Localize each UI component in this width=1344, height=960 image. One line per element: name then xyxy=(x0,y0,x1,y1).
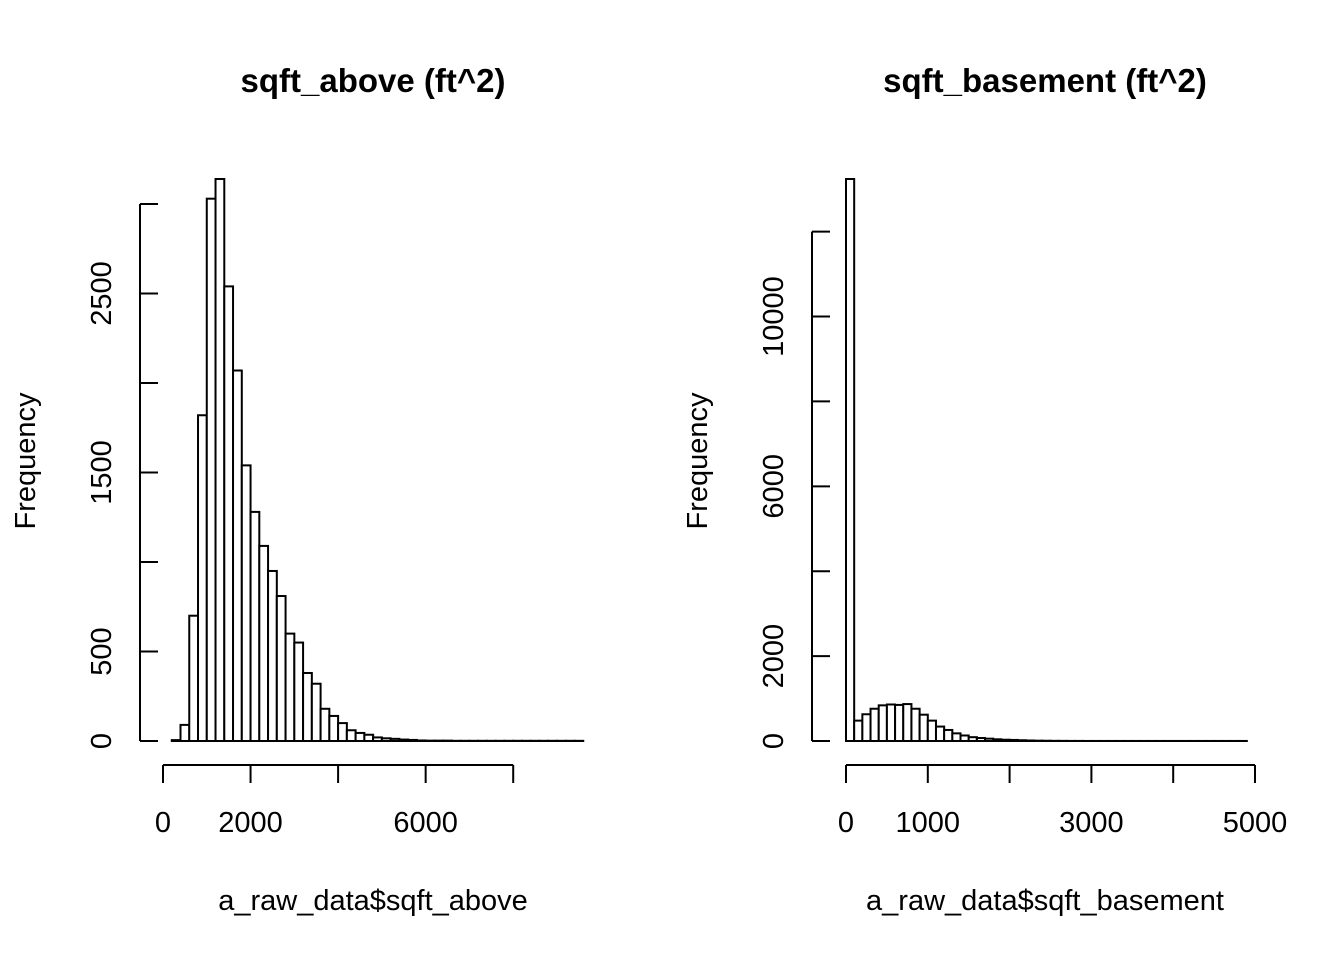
histogram-bar xyxy=(861,713,872,742)
x-tick-label: 6000 xyxy=(393,807,458,839)
histogram-bar xyxy=(1016,739,1027,743)
y-axis-label: Frequency xyxy=(682,392,714,530)
histogram-bar xyxy=(249,510,261,742)
histogram-bar xyxy=(267,569,278,742)
histogram-bar xyxy=(902,703,913,742)
histogram-bar xyxy=(354,731,366,743)
histogram-bar xyxy=(372,736,383,743)
histogram-bar xyxy=(240,464,252,742)
histogram-bar xyxy=(951,732,962,742)
histogram-bar xyxy=(337,722,348,743)
histogram-bar xyxy=(918,713,929,743)
histogram-bar xyxy=(934,725,946,743)
histogram-bar xyxy=(1024,739,1036,743)
histogram-bar xyxy=(319,707,331,743)
y-tick-label: 0 xyxy=(758,733,790,749)
histogram-bar xyxy=(284,632,296,742)
bars xyxy=(845,178,1248,743)
y-tick-label: 6000 xyxy=(758,454,790,519)
y-axis: 0 500 1500 2500 xyxy=(86,203,158,749)
y-tick-label: 10000 xyxy=(758,276,790,357)
x-axis-label: a_raw_data$sqft_basement xyxy=(866,885,1224,917)
histogram-bar xyxy=(258,544,270,742)
x-tick-label: 1000 xyxy=(896,807,961,839)
histogram-bar xyxy=(188,614,200,742)
histogram-bar xyxy=(223,285,235,742)
y-tick-label: 500 xyxy=(86,627,118,675)
histogram-bar xyxy=(197,414,208,742)
histogram-bar xyxy=(853,719,864,742)
histogram-bar xyxy=(380,737,392,743)
histogram-bar xyxy=(328,714,340,743)
histogram-bar xyxy=(967,736,978,742)
histogram-bar xyxy=(894,703,905,742)
histogram-bar xyxy=(232,369,243,742)
histogram-bar xyxy=(1008,738,1019,743)
histogram-bar xyxy=(845,178,856,742)
x-axis: 0 2000 6000 xyxy=(155,764,515,839)
x-tick-label: 3000 xyxy=(1059,807,1124,839)
histogram-bar xyxy=(885,703,897,743)
histogram-bar xyxy=(992,738,1003,743)
bars xyxy=(170,178,585,743)
histogram-bar xyxy=(293,641,305,742)
histogram-bar xyxy=(1000,738,1011,742)
histogram-bar xyxy=(179,723,191,743)
sqft-basement-histogram-panel: sqft_basement (ft^2) a_raw_data$sqft_bas… xyxy=(682,62,1287,917)
chart-title: sqft_above (ft^2) xyxy=(241,62,506,99)
x-tick-label: 0 xyxy=(155,807,171,839)
y-axis: 0 2000 6000 10000 xyxy=(758,230,830,749)
y-tick-label: 0 xyxy=(86,733,118,749)
x-tick-label: 0 xyxy=(838,807,854,839)
x-axis: 0 1000 3000 5000 xyxy=(838,764,1288,839)
y-axis-label: Frequency xyxy=(10,392,42,530)
histogram-bar xyxy=(959,734,970,742)
histogram-bar xyxy=(407,738,418,742)
histogram-bar xyxy=(302,671,313,742)
histogram-bar xyxy=(214,178,226,742)
histogram-bar xyxy=(926,719,937,742)
histogram-bar xyxy=(943,728,954,742)
histogram-bar xyxy=(984,737,995,742)
y-tick-label: 1500 xyxy=(86,440,118,505)
x-tick-label: 2000 xyxy=(218,807,283,839)
y-tick-label: 2000 xyxy=(758,624,790,689)
histogram-bar xyxy=(398,738,410,743)
histogram-bar xyxy=(363,733,375,742)
histogram-bar xyxy=(170,739,182,743)
histogram-bar xyxy=(389,737,401,743)
histogram-bar xyxy=(205,197,217,742)
x-axis-label: a_raw_data$sqft_above xyxy=(218,885,528,917)
x-tick-label: 5000 xyxy=(1223,807,1288,839)
chart-title: sqft_basement (ft^2) xyxy=(883,62,1207,99)
histogram-bar xyxy=(310,682,322,743)
sqft-above-histogram-panel: sqft_above (ft^2) a_raw_data$sqft_above … xyxy=(10,62,585,917)
histogram-bar xyxy=(910,707,921,742)
histogram-bar xyxy=(275,595,287,742)
histogram-bar xyxy=(975,737,987,742)
histogram-bar xyxy=(877,704,888,743)
histogram-bar xyxy=(869,707,880,742)
y-tick-label: 2500 xyxy=(86,261,118,326)
histogram-bar xyxy=(415,739,427,743)
histogram-bar xyxy=(345,729,357,743)
